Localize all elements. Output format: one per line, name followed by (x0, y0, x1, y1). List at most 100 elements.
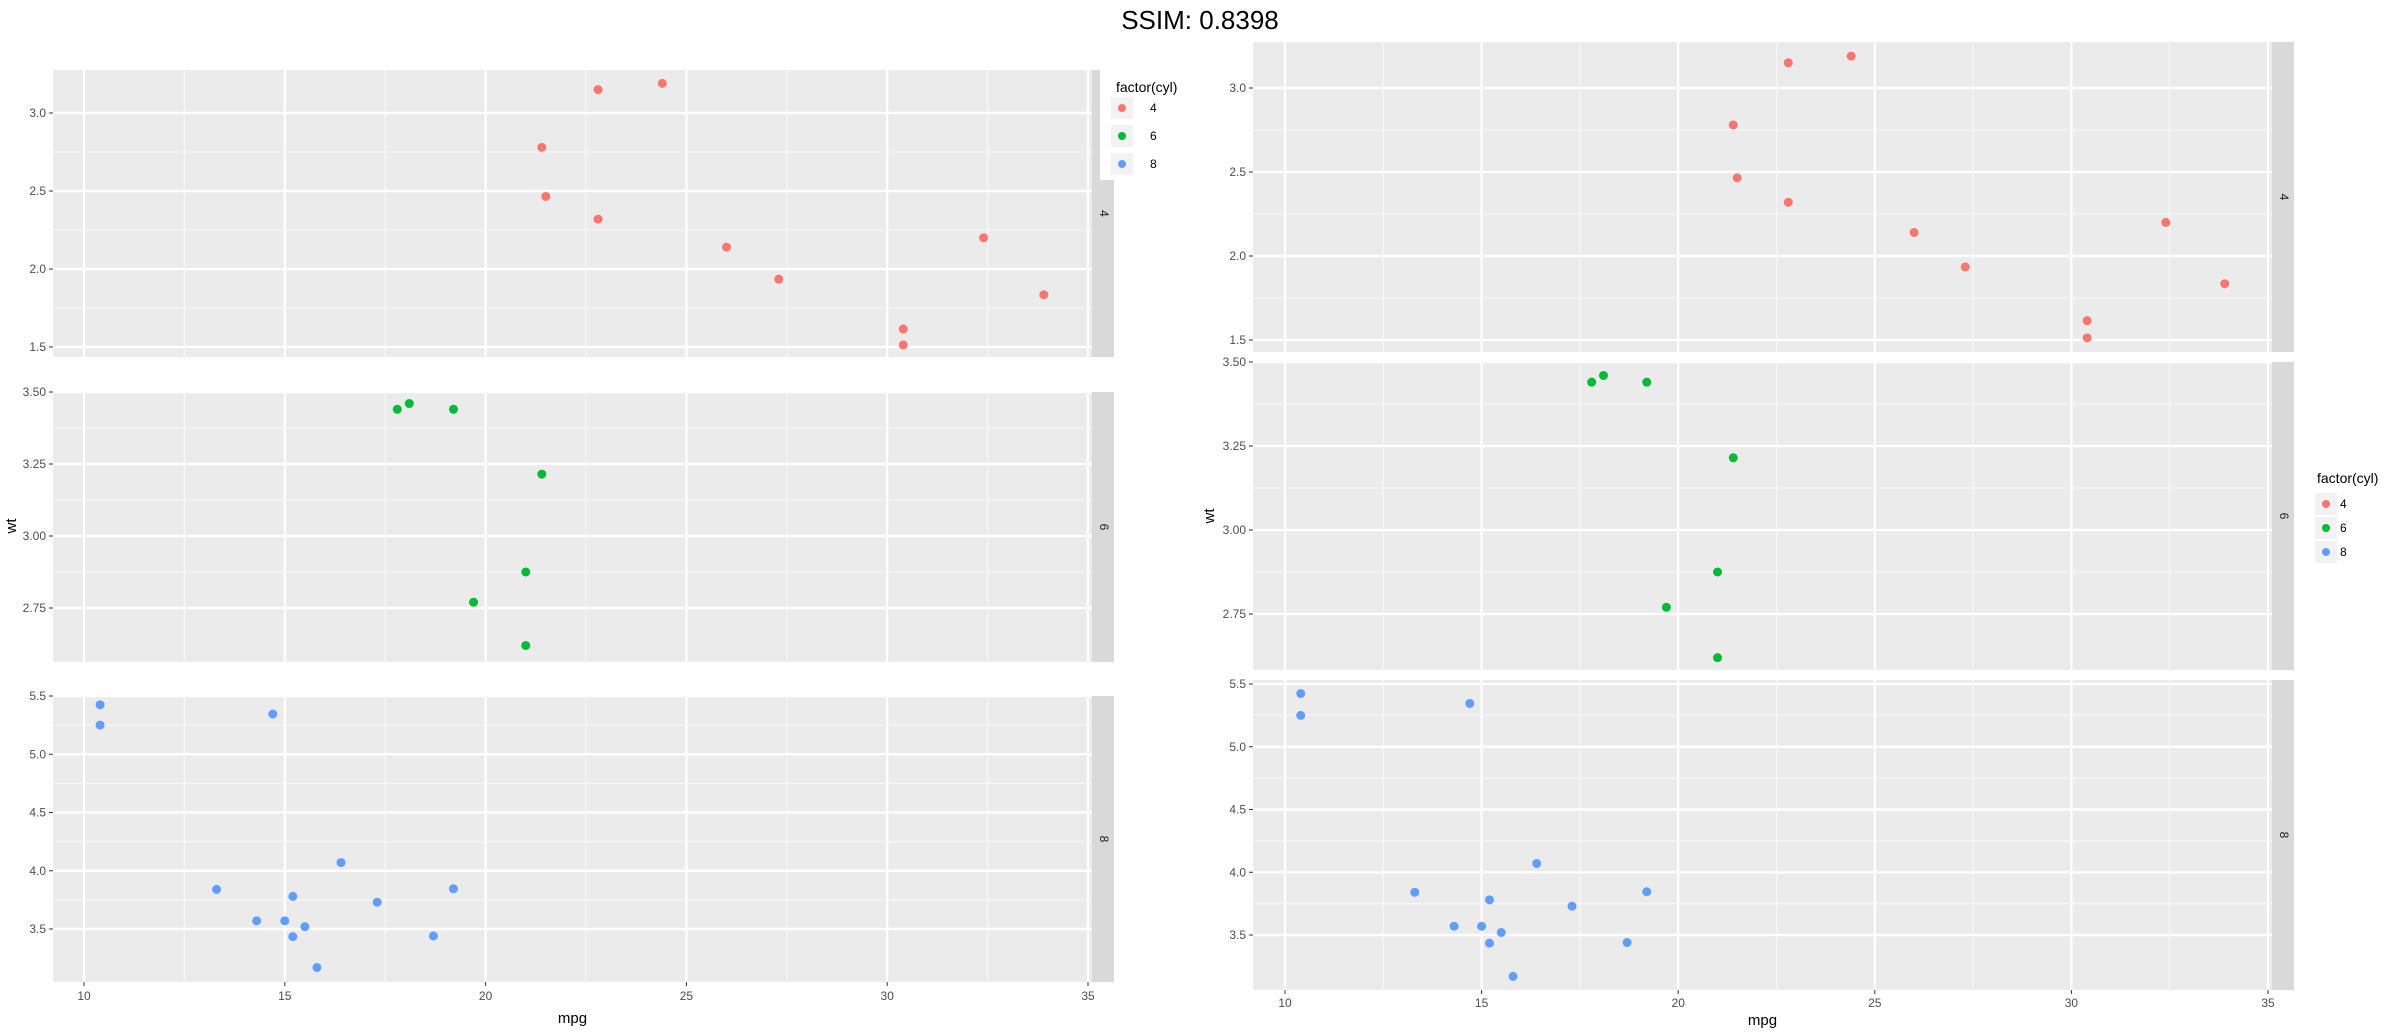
y-tick-label: 1.5 (29, 340, 46, 354)
y-tick-label: 3.0 (1229, 81, 1246, 95)
data-point (1622, 938, 1632, 948)
facet-strip-label: 8 (1097, 836, 1111, 843)
data-point (541, 191, 551, 201)
y-tick-label: 5.0 (29, 747, 46, 761)
data-point (1449, 921, 1459, 931)
data-point (469, 597, 479, 607)
x-tick-label: 15 (1475, 996, 1489, 1010)
data-point (521, 567, 531, 577)
facet-strip (2272, 362, 2294, 670)
y-tick-label: 3.00 (1223, 523, 1247, 537)
data-point (1532, 858, 1542, 868)
facet-strip-label: 4 (1097, 210, 1111, 217)
data-point (268, 709, 278, 719)
x-tick-label: 20 (479, 989, 493, 1003)
data-point (280, 916, 290, 926)
facet-strip (2272, 42, 2294, 352)
y-tick-label: 1.5 (1229, 333, 1246, 347)
data-point (404, 399, 414, 409)
page-title: SSIM: 0.8398 (1121, 5, 1279, 35)
y-tick-label: 2.5 (29, 184, 46, 198)
facet-strip (1092, 392, 1114, 662)
data-point (722, 242, 732, 252)
data-point (448, 404, 458, 414)
legend: factor(cyl) 4 6 8 (1100, 70, 1177, 180)
data-point (1410, 887, 1420, 897)
y-tick-label: 3.0 (29, 106, 46, 120)
data-point (1039, 290, 1049, 300)
facet-panel-4: 1.5 2.0 2.5 3.0 4 (29, 70, 1114, 357)
panel-background (1253, 680, 2272, 990)
y-tick-label: 4.5 (1229, 803, 1246, 817)
data-point (593, 85, 603, 95)
legend-marker (2322, 500, 2330, 508)
facet-strip (2272, 680, 2294, 990)
data-point (979, 233, 989, 243)
data-point (1642, 377, 1652, 387)
x-tick-label: 30 (2065, 996, 2079, 1010)
chart-1: 1.5 2.0 2.5 3.0 4 2.75 3.00 3.25 3.50 6 3.5 4.0 4.5 5… (3, 70, 1177, 1027)
y-tick-label: 3.50 (23, 385, 47, 399)
data-point (1477, 921, 1487, 931)
y-tick-label: 5.5 (29, 689, 46, 703)
panel-background (53, 70, 1092, 357)
legend-marker (1118, 104, 1126, 112)
data-point (898, 324, 908, 334)
panel-background (1253, 42, 2272, 352)
y-tick-label: 3.25 (1223, 439, 1247, 453)
facet-strip-label: 6 (1097, 524, 1111, 531)
legend-label: 6 (2340, 521, 2347, 535)
x-axis-title: mpg (1748, 1012, 1777, 1029)
facet-panel-6: 2.75 3.00 3.25 3.50 6 (23, 385, 1114, 662)
data-point (1496, 927, 1506, 937)
facet-strip-label: 4 (2277, 194, 2291, 201)
data-point (312, 962, 322, 972)
y-tick-label: 2.0 (1229, 249, 1246, 263)
y-tick-label: 4.5 (29, 806, 46, 820)
facet-strip-label: 8 (2277, 832, 2291, 839)
x-tick-label: 30 (881, 989, 895, 1003)
legend-label: 8 (1150, 157, 1157, 171)
facet-panel-8: 3.5 4.0 4.5 5.0 5.5 8 (29, 689, 1114, 982)
x-axis-title: mpg (558, 1010, 587, 1027)
data-point (372, 897, 382, 907)
data-point (300, 922, 310, 932)
data-point (537, 469, 547, 479)
legend-label: 8 (2340, 545, 2347, 559)
data-point (1960, 262, 1970, 272)
data-point (593, 214, 603, 224)
data-point (95, 700, 105, 710)
data-point (1783, 58, 1793, 68)
y-tick-label: 2.75 (1223, 607, 1247, 621)
y-tick-label: 3.00 (23, 529, 47, 543)
data-point (1296, 689, 1306, 699)
y-tick-label: 2.5 (1229, 165, 1246, 179)
data-point (1598, 370, 1608, 380)
data-point (336, 858, 346, 868)
data-point (2161, 217, 2171, 227)
legend-marker (1118, 160, 1126, 168)
data-point (1783, 197, 1793, 207)
data-point (1846, 51, 1856, 61)
data-point (1661, 602, 1671, 612)
data-point (252, 916, 262, 926)
x-tick-label: 25 (1868, 996, 1882, 1010)
data-point (448, 884, 458, 894)
data-point (2220, 279, 2230, 289)
data-point (288, 891, 298, 901)
y-tick-label: 5.5 (1229, 677, 1246, 691)
y-tick-label: 5.0 (1229, 740, 1246, 754)
legend-label: 6 (1150, 129, 1157, 143)
data-point (537, 142, 547, 152)
x-tick-label: 10 (77, 989, 91, 1003)
data-point (95, 720, 105, 730)
data-point (1484, 938, 1494, 948)
legend: factor(cyl) 4 6 8 (2306, 461, 2386, 568)
facet-strip-label: 6 (2277, 513, 2291, 520)
x-tick-label: 35 (2261, 996, 2275, 1010)
data-point (1713, 653, 1723, 663)
data-point (1587, 377, 1597, 387)
panel-background (53, 696, 1092, 982)
data-point (428, 931, 438, 941)
data-point (392, 404, 402, 414)
